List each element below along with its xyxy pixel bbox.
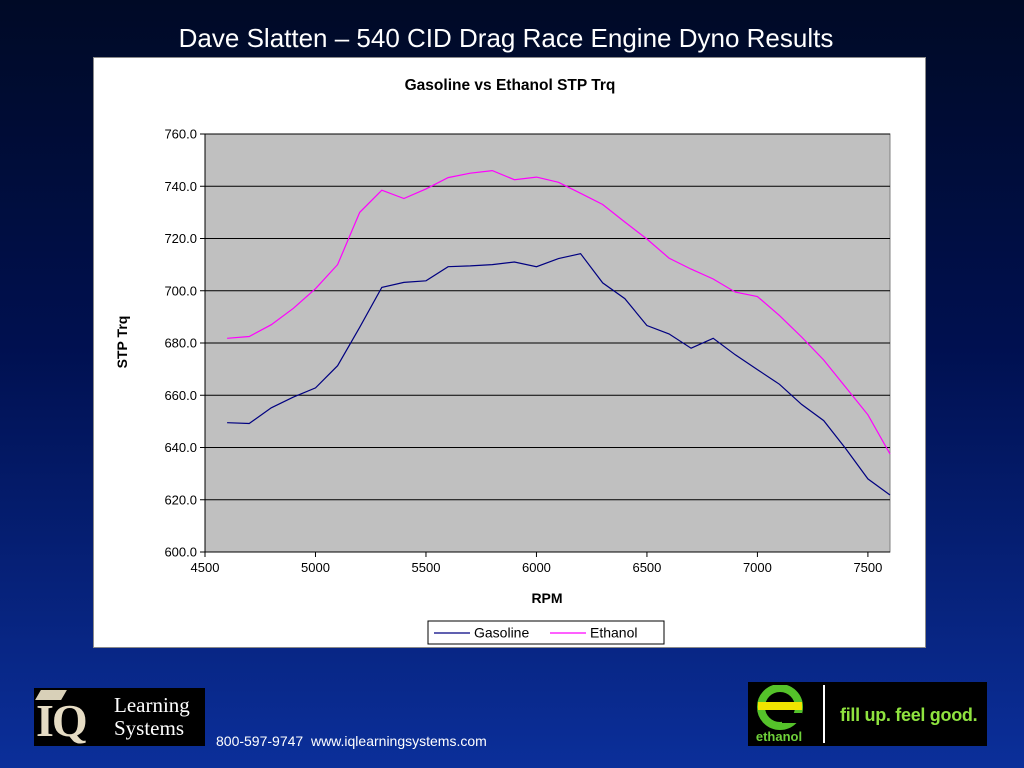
x-tick-label: 4500 (191, 560, 220, 575)
y-tick-label: 600.0 (164, 545, 197, 560)
badge-divider (823, 685, 825, 743)
x-tick-label: 6500 (632, 560, 661, 575)
chart-title: Gasoline vs Ethanol STP Trq (405, 77, 616, 94)
ethanol-badge: ethanol fill up. feel good. (748, 682, 987, 746)
y-tick-label: 740.0 (164, 179, 197, 194)
y-tick-label: 660.0 (164, 388, 197, 403)
chart-panel: Gasoline vs Ethanol STP Trq 600.0 620.0 64… (93, 57, 926, 648)
torque-line-chart: Gasoline vs Ethanol STP Trq 600.0 620.0 64… (114, 77, 891, 645)
y-axis-title: STP Trq (114, 316, 130, 369)
y-tick-label: 640.0 (164, 440, 197, 455)
legend-box (427, 620, 665, 645)
logo-text-line-1: Learning (114, 693, 190, 717)
x-tick-label: 7500 (853, 560, 882, 575)
x-tick-label: 6000 (522, 560, 551, 575)
y-tick-label: 680.0 (164, 336, 197, 351)
badge-slogan: fill up. feel good. (840, 705, 978, 725)
y-tick-label: 720.0 (164, 231, 197, 246)
series-line-gasoline (227, 253, 891, 496)
y-tick-label: 760.0 (164, 127, 197, 142)
x-tick-label: 5500 (412, 560, 441, 575)
slide-title: Dave Slatten – 540 CID Drag Race Engine … (178, 23, 834, 53)
iq-learning-systems-logo: IQ Learning Systems (34, 688, 205, 746)
x-axis-title: RPM (531, 590, 562, 606)
ethanol-word: ethanol (755, 729, 803, 744)
x-tick-label: 5000 (301, 560, 330, 575)
ethanol-e-icon (757, 685, 803, 730)
logo-text-line-2: Systems (114, 716, 185, 740)
series-line-ethanol (227, 169, 891, 455)
logo-mark: IQ (36, 695, 88, 746)
y-tick-label: 700.0 (164, 283, 197, 298)
x-tick-label: 7000 (743, 560, 772, 575)
chart-legend: Gasoline Ethanol (427, 620, 665, 645)
legend-label: Ethanol (590, 625, 637, 641)
footer-contact: 800-597-9747 www.iqlearningsystems.com (216, 733, 487, 749)
legend-label: Gasoline (474, 625, 529, 641)
y-tick-label: 620.0 (164, 492, 197, 507)
